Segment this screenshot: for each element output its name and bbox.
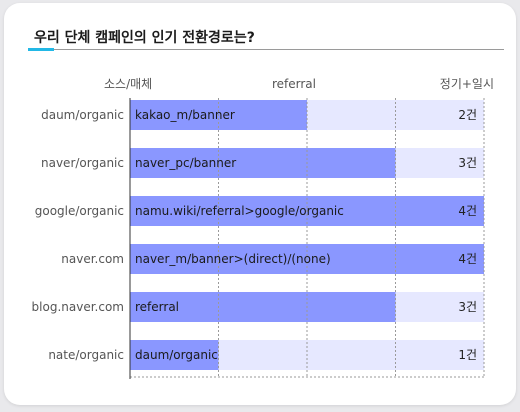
category-label: google/organic [35,204,124,218]
bar-label: naver_m/banner>(direct)/(none) [135,252,331,266]
category-label: naver/organic [41,156,124,170]
bar-label: namu.wiki/referral>google/organic [135,204,344,218]
bar [130,292,396,322]
category-label: blog.naver.com [32,300,124,314]
value-label: 3건 [458,156,477,170]
title-accent-mark [28,48,54,51]
value-label: 3건 [458,300,477,314]
bar-label: referral [135,300,179,314]
value-label: 4건 [458,204,477,218]
bar-label: daum/organic [135,348,218,362]
bar [130,148,396,178]
category-label: daum/organic [41,108,124,122]
header-right: 정기+일시 [440,77,494,91]
bar-label: naver_pc/banner [135,156,236,170]
value-label: 1건 [458,348,477,362]
title-underline [28,49,504,50]
header-center: referral [272,77,316,91]
category-label: nate/organic [48,348,124,362]
value-label: 4건 [458,252,477,266]
bar [130,340,219,370]
header-left: 소스/매체 [104,77,152,91]
value-label: 2건 [458,108,477,122]
bar-label: kakao_m/banner [135,108,235,122]
chart-title: 우리 단체 캠페인의 인기 전환경로는? [34,30,255,46]
category-label: naver.com [61,252,124,266]
